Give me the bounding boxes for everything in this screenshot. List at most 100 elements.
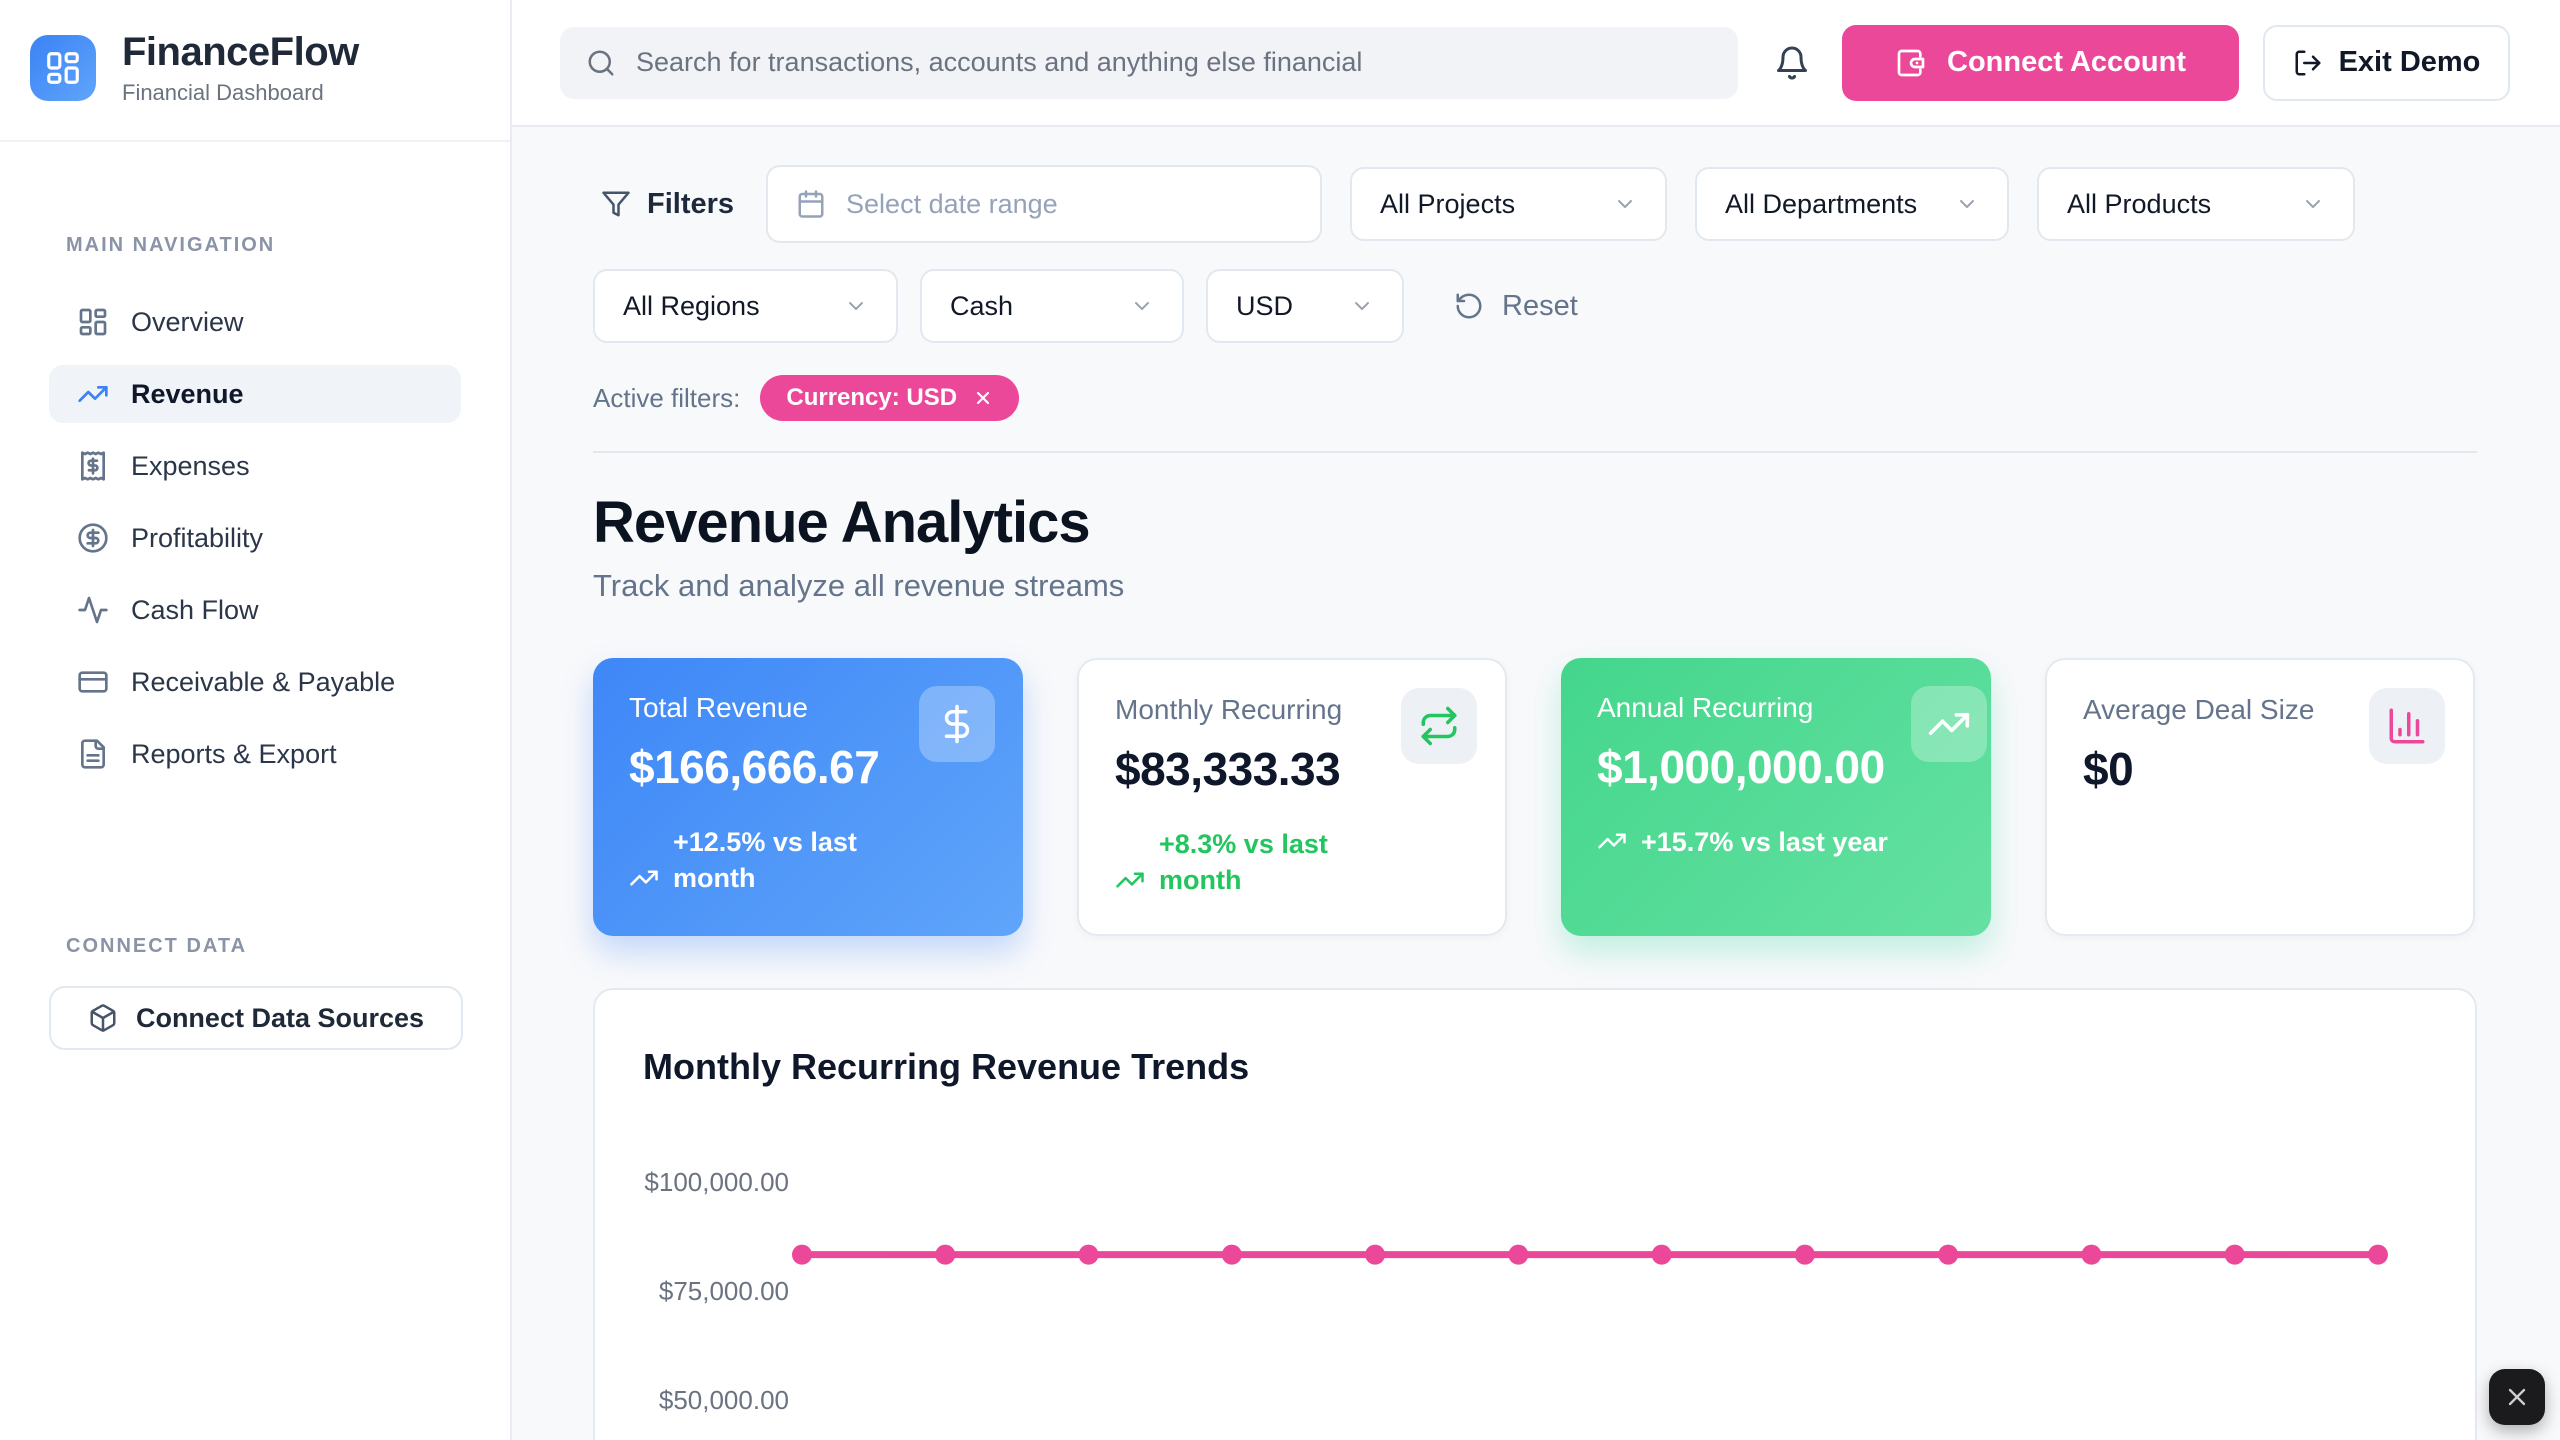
- projects-dropdown[interactable]: All Projects: [1350, 167, 1668, 241]
- close-icon: [2503, 1383, 2531, 1411]
- sidebar-item-label: Receivable & Payable: [131, 666, 396, 697]
- sidebar-item-overview[interactable]: Overview: [49, 293, 461, 351]
- reset-filters-button[interactable]: Reset: [1454, 290, 1578, 323]
- sidebar-item-reports-export[interactable]: Reports & Export: [49, 725, 461, 783]
- box-icon: [88, 1003, 118, 1033]
- connect-account-button[interactable]: Connect Account: [1842, 24, 2239, 101]
- metric-card-average-deal-size: Average Deal Size $0: [2045, 658, 2475, 936]
- active-filter-chip-currency[interactable]: Currency: USD: [760, 375, 1020, 421]
- close-button[interactable]: [2489, 1369, 2545, 1425]
- metric-label: Total Revenue: [629, 692, 809, 723]
- trend-line-svg: [792, 1244, 2388, 1265]
- data-point[interactable]: [2368, 1244, 2388, 1265]
- filters-row-2: All Regions Cash USD Reset: [593, 269, 2477, 343]
- date-range-placeholder: Select date range: [846, 188, 1058, 219]
- reset-label: Reset: [1502, 289, 1578, 322]
- rotate-ccw-icon: [1454, 291, 1484, 321]
- data-point[interactable]: [1078, 1244, 1099, 1265]
- active-filter-chip-label: Currency: USD: [786, 384, 958, 411]
- app-tagline: Financial Dashboard: [122, 80, 324, 105]
- search-input[interactable]: [636, 47, 1712, 78]
- date-range-field[interactable]: Select date range: [766, 165, 1323, 243]
- metric-value: $83,333.33: [1115, 743, 1341, 795]
- data-point[interactable]: [1508, 1244, 1529, 1265]
- data-point[interactable]: [1794, 1244, 1815, 1265]
- regions-dropdown[interactable]: All Regions: [593, 269, 898, 343]
- remove-filter-icon[interactable]: [973, 388, 993, 408]
- metric-label: Monthly Recurring: [1115, 694, 1343, 725]
- connect-data-sources-label: Connect Data Sources: [135, 1002, 425, 1033]
- sidebar-item-expenses[interactable]: Expenses: [49, 437, 461, 495]
- trending-up-icon: [1115, 865, 1145, 895]
- metric-label: Average Deal Size: [2083, 694, 2315, 725]
- departments-dropdown[interactable]: All Departments: [1695, 167, 2010, 241]
- metric-trend-text: +8.3% vs last month: [1159, 829, 1328, 896]
- sidebar-item-revenue[interactable]: Revenue: [49, 365, 461, 423]
- sidebar-item-label: Expenses: [131, 450, 250, 481]
- app-title-block: FinanceFlow Financial Dashboard: [122, 30, 359, 106]
- data-point[interactable]: [1221, 1244, 1242, 1265]
- y-axis-tick: $100,000.00: [644, 1167, 789, 1197]
- main-content: Filters Select date range All Projects A…: [512, 127, 2560, 1440]
- circle-dollar-icon: [77, 522, 109, 554]
- sidebar: FinanceFlow Financial Dashboard MAIN NAV…: [0, 0, 512, 1440]
- chevron-down-icon: [844, 294, 868, 318]
- connect-data-sources-button[interactable]: Connect Data Sources: [49, 986, 463, 1050]
- sidebar-item-receivable-payable[interactable]: Receivable & Payable: [49, 653, 461, 711]
- y-axis-tick: $50,000.00: [658, 1385, 789, 1415]
- projects-dropdown-value: All Projects: [1380, 188, 1516, 219]
- top-bar: Connect Account Exit Demo: [512, 0, 2560, 127]
- chevron-down-icon: [1613, 192, 1637, 216]
- credit-card-icon: [77, 666, 109, 698]
- data-point[interactable]: [1938, 1244, 1959, 1265]
- data-point[interactable]: [1365, 1244, 1386, 1265]
- currency-dropdown[interactable]: USD: [1206, 269, 1404, 343]
- calendar-icon: [796, 189, 826, 219]
- metric-value: $1,000,000.00: [1597, 741, 1885, 793]
- active-filters-row: Active filters: Currency: USD: [593, 375, 2477, 421]
- data-point[interactable]: [2224, 1244, 2245, 1265]
- metric-value: $166,666.67: [629, 741, 880, 793]
- metric-trend: +12.5% vs last month: [629, 824, 987, 897]
- receipt-icon: [77, 450, 109, 482]
- section-divider: [593, 451, 2477, 453]
- products-dropdown[interactable]: All Products: [2037, 167, 2356, 241]
- exit-demo-button[interactable]: Exit Demo: [2263, 24, 2510, 101]
- filters-label: Filters: [601, 188, 734, 221]
- y-axis-tick: $75,000.00: [658, 1276, 789, 1306]
- regions-dropdown-value: All Regions: [623, 290, 760, 321]
- data-point[interactable]: [792, 1244, 812, 1265]
- nav-section-heading: MAIN NAVIGATION: [66, 234, 276, 256]
- currency-dropdown-value: USD: [1236, 290, 1294, 321]
- data-point[interactable]: [935, 1244, 956, 1265]
- dollar-sign-icon: [919, 686, 995, 762]
- filters-row-1: Filters Select date range All Projects A…: [593, 165, 2477, 243]
- metric-card-total-revenue: Total Revenue $166,666.67 +12.5% vs last…: [593, 658, 1023, 936]
- app-logo: FinanceFlow Financial Dashboard: [0, 0, 510, 142]
- chevron-down-icon: [1130, 294, 1154, 318]
- notifications-button[interactable]: [1774, 45, 1810, 81]
- sidebar-item-label: Cash Flow: [131, 594, 259, 625]
- metric-trend-text: +12.5% vs last month: [673, 827, 857, 894]
- metric-label: Annual Recurring: [1597, 692, 1814, 723]
- data-point[interactable]: [1651, 1244, 1672, 1265]
- chart-plot-area: $100,000.00 $75,000.00 $50,000.00: [643, 1124, 2427, 1440]
- sidebar-item-label: Reports & Export: [131, 738, 337, 769]
- sidebar-item-cash-flow[interactable]: Cash Flow: [49, 581, 461, 639]
- trending-up-icon: [1597, 826, 1627, 856]
- search-icon: [586, 48, 616, 78]
- trending-up-icon: [77, 378, 109, 410]
- chevron-down-icon: [1955, 192, 1979, 216]
- metric-card-annual-recurring: Annual Recurring $1,000,000.00 +15.7% vs…: [1561, 658, 1991, 936]
- data-point[interactable]: [2081, 1244, 2102, 1265]
- payment-method-dropdown[interactable]: Cash: [920, 269, 1184, 343]
- activity-icon: [77, 594, 109, 626]
- search-input-wrapper[interactable]: [560, 26, 1738, 99]
- connect-data-heading: CONNECT DATA: [66, 935, 248, 957]
- trending-up-icon: [629, 863, 659, 893]
- sidebar-item-label: Overview: [131, 306, 244, 337]
- funnel-icon: [601, 189, 631, 219]
- departments-dropdown-value: All Departments: [1725, 188, 1918, 219]
- metric-trend: +8.3% vs last month: [1115, 826, 1469, 899]
- sidebar-item-profitability[interactable]: Profitability: [49, 509, 461, 567]
